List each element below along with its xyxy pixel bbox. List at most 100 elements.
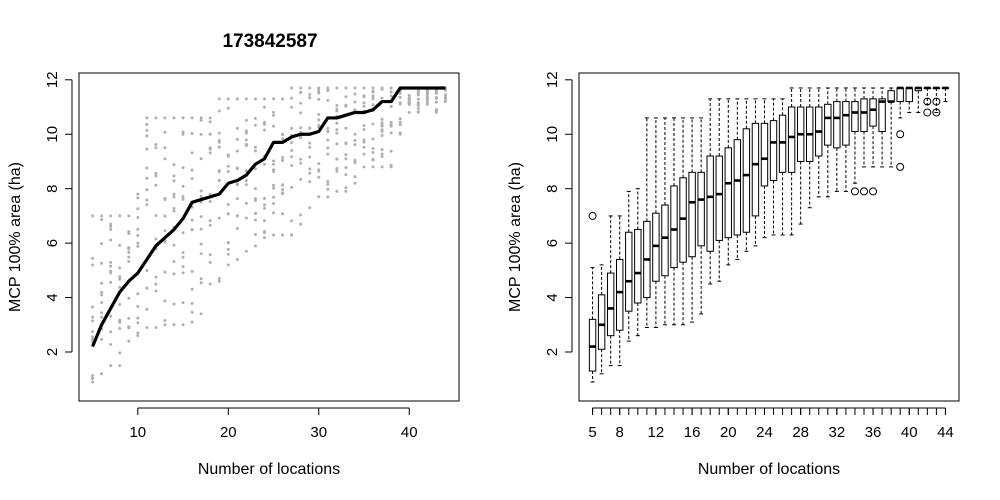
scatter-point — [109, 260, 113, 264]
left-y-tick-label: 6 — [44, 239, 61, 247]
scatter-point — [199, 195, 203, 199]
scatter-point — [190, 310, 194, 314]
box-outlier — [850, 187, 859, 196]
scatter-point — [109, 264, 113, 268]
box-iqr — [706, 155, 714, 252]
box-iqr — [842, 101, 850, 146]
box-iqr — [724, 147, 732, 239]
scatter-point — [91, 305, 95, 309]
scatter-point — [290, 155, 294, 159]
scatter-point — [407, 97, 411, 101]
scatter-point — [244, 131, 248, 135]
scatter-point — [380, 123, 384, 127]
box-iqr — [688, 171, 696, 258]
scatter-point — [91, 330, 95, 334]
scatter-point — [199, 277, 203, 281]
scatter-point — [145, 147, 149, 151]
scatter-point — [172, 174, 176, 178]
scatter-point — [181, 132, 185, 136]
scatter-point — [199, 116, 203, 120]
scatter-point — [244, 129, 248, 133]
scatter-point — [217, 178, 221, 182]
scatter-point — [308, 92, 312, 96]
scatter-point — [407, 93, 411, 97]
scatter-point — [416, 91, 420, 95]
scatter-point — [344, 189, 348, 193]
scatter-point — [154, 174, 158, 178]
scatter-point — [281, 212, 285, 216]
scatter-point — [190, 168, 194, 172]
scatter-point — [226, 247, 230, 251]
scatter-point — [308, 96, 312, 100]
scatter-point — [389, 149, 393, 153]
scatter-point — [398, 117, 402, 121]
right-plot-frame — [578, 72, 960, 402]
scatter-point — [136, 244, 140, 248]
scatter-point — [244, 216, 248, 220]
scatter-point — [208, 199, 212, 203]
scatter-point — [100, 337, 104, 341]
scatter-point — [109, 342, 113, 346]
scatter-point — [281, 97, 285, 101]
scatter-point — [181, 130, 185, 134]
scatter-point — [163, 240, 167, 244]
box-iqr — [833, 101, 841, 149]
scatter-point — [199, 252, 203, 256]
scatter-point — [235, 183, 239, 187]
scatter-point — [145, 128, 149, 132]
scatter-point — [362, 145, 366, 149]
scatter-point — [136, 207, 140, 211]
scatter-point — [127, 296, 131, 300]
scatter-point — [380, 117, 384, 121]
scatter-point — [109, 238, 113, 242]
scatter-point — [208, 223, 212, 227]
right-x-tick-label: 40 — [901, 424, 918, 441]
scatter-point — [217, 138, 221, 142]
scatter-point — [91, 214, 95, 218]
right-x-tick-label: 5 — [588, 424, 596, 441]
scatter-point — [344, 103, 348, 107]
right-x-tick-label: 12 — [648, 424, 665, 441]
scatter-point — [100, 261, 104, 265]
scatter-point — [127, 339, 131, 343]
scatter-point — [136, 234, 140, 238]
scatter-point — [127, 259, 131, 263]
box-iqr — [742, 128, 751, 233]
scatter-point — [244, 97, 248, 101]
scatter-point — [299, 126, 303, 130]
scatter-point — [380, 121, 384, 125]
scatter-point — [380, 96, 384, 100]
scatter-point — [226, 164, 230, 168]
scatter-point — [190, 301, 194, 305]
scatter-point — [208, 282, 212, 286]
scatter-point — [172, 206, 176, 210]
scatter-point — [91, 335, 95, 339]
scatter-point — [172, 272, 176, 276]
scatter-point — [272, 110, 276, 114]
scatter-point — [425, 100, 429, 104]
scatter-point — [226, 97, 230, 101]
scatter-point — [181, 251, 185, 255]
scatter-point — [100, 315, 104, 319]
right-data-marks — [588, 86, 950, 383]
left-y-tick-label: 8 — [44, 185, 61, 193]
left-plot-frame — [78, 72, 460, 402]
box-iqr — [787, 106, 796, 173]
scatter-point — [226, 212, 230, 216]
scatter-point — [154, 146, 158, 150]
scatter-point — [244, 169, 248, 173]
box-iqr — [661, 204, 669, 277]
scatter-point — [163, 130, 167, 134]
box-iqr — [860, 98, 868, 133]
box-iqr — [670, 185, 678, 269]
scatter-point — [398, 131, 402, 135]
scatter-point — [253, 97, 257, 101]
box-outlier — [860, 187, 868, 196]
scatter-point — [253, 116, 257, 120]
scatter-point — [317, 118, 321, 122]
scatter-point — [145, 326, 149, 330]
scatter-point — [326, 130, 330, 134]
scatter-point — [371, 137, 375, 141]
scatter-point — [290, 126, 294, 130]
left-x-tick-label: 10 — [129, 424, 146, 441]
